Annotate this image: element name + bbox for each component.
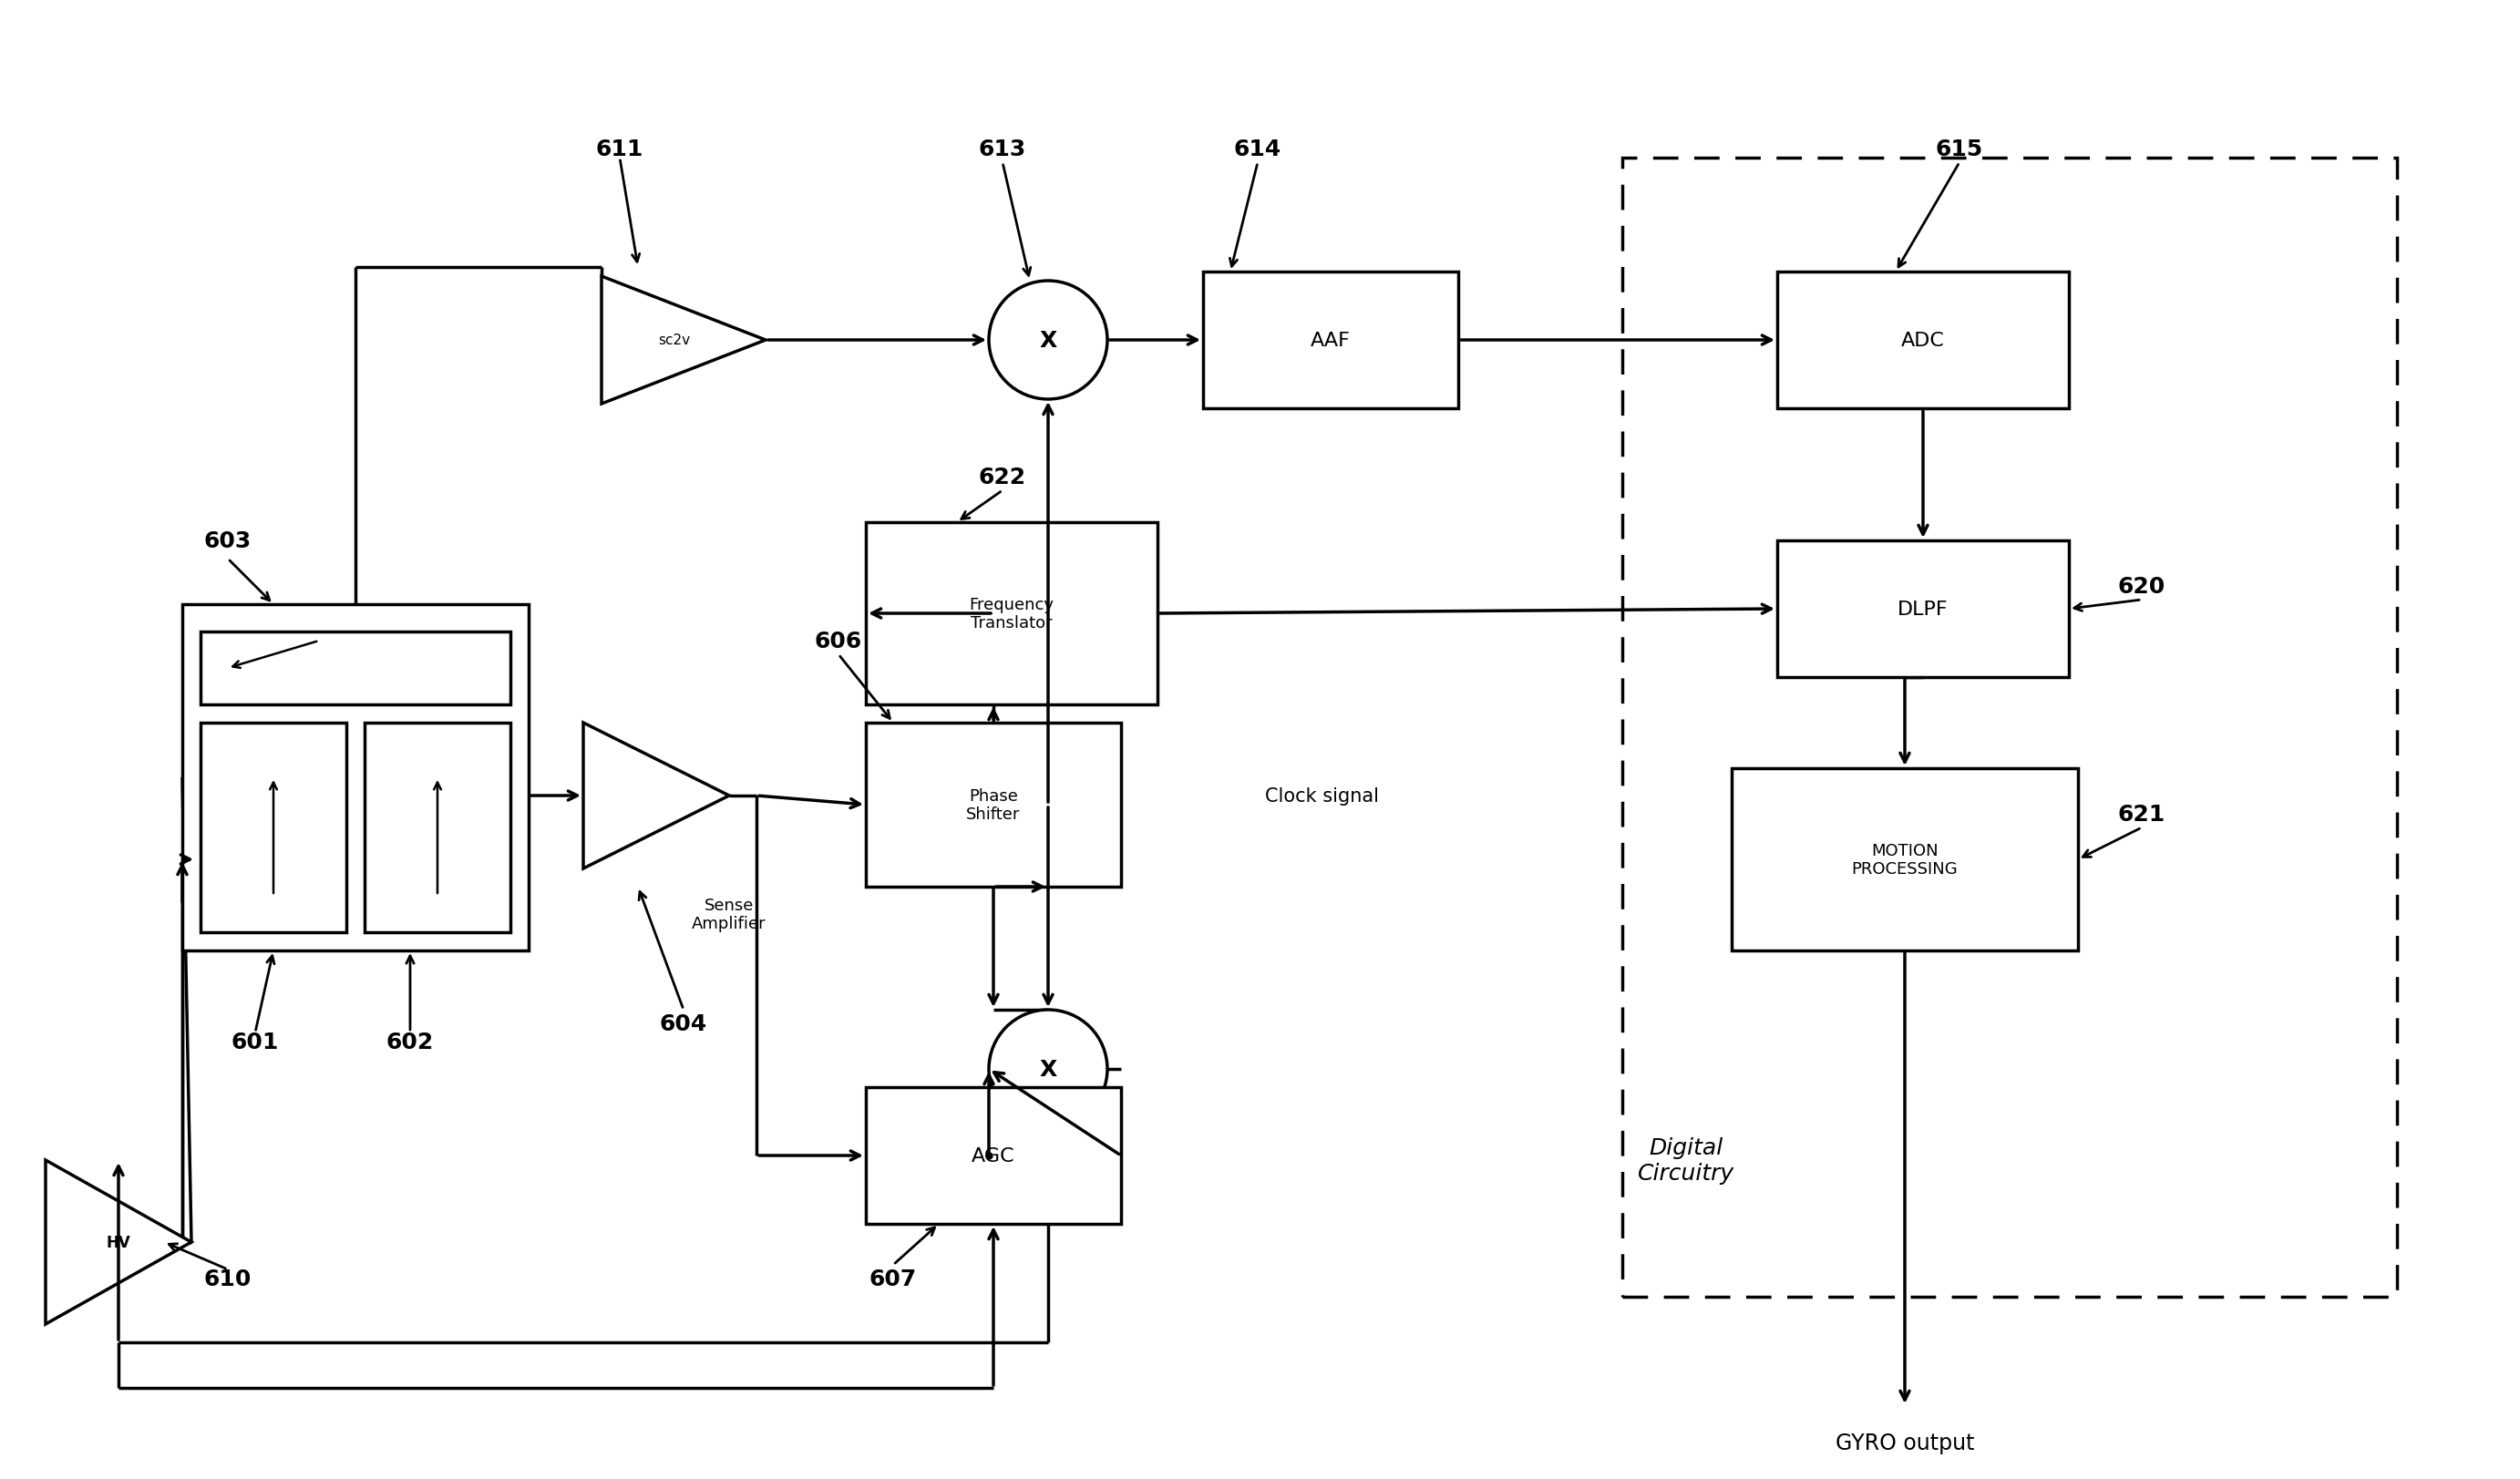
Text: Frequency
Translator: Frequency Translator (970, 596, 1053, 632)
Text: 601: 601 (232, 1031, 280, 1053)
Bar (202, 632, 512, 705)
Bar (1777, 272, 2069, 408)
Bar (867, 723, 1121, 887)
Text: 615: 615 (1935, 139, 1983, 160)
Polygon shape (602, 277, 766, 404)
Text: 611: 611 (595, 139, 643, 160)
Bar (867, 1087, 1121, 1225)
Bar (1731, 769, 2079, 951)
Text: 603: 603 (204, 529, 252, 552)
Text: 610: 610 (204, 1268, 252, 1290)
Text: DLPF: DLPF (1898, 600, 1948, 618)
Text: 613: 613 (978, 139, 1026, 160)
Text: 620: 620 (2117, 575, 2165, 598)
Text: AAF: AAF (1310, 331, 1351, 349)
Bar (365, 723, 512, 933)
Text: 614: 614 (1235, 139, 1283, 160)
Polygon shape (582, 723, 728, 868)
Bar (202, 723, 345, 933)
Circle shape (988, 281, 1106, 399)
Text: AGC: AGC (973, 1146, 1016, 1165)
Text: 606: 606 (814, 630, 862, 652)
Text: Digital
Circuitry: Digital Circuitry (1638, 1137, 1734, 1183)
Text: 607: 607 (869, 1268, 917, 1290)
Text: X: X (1038, 330, 1056, 352)
Bar (1623, 158, 2397, 1297)
Bar (181, 605, 529, 951)
Text: MOTION
PROCESSING: MOTION PROCESSING (1852, 842, 1958, 877)
Text: HV: HV (106, 1233, 131, 1250)
Text: X: X (1038, 1059, 1056, 1080)
Text: Sense
Amplifier: Sense Amplifier (693, 896, 766, 932)
Bar (867, 522, 1157, 705)
Text: GYRO output: GYRO output (1835, 1432, 1973, 1454)
Text: ADC: ADC (1900, 331, 1945, 349)
Text: Clock signal: Clock signal (1265, 787, 1378, 805)
Bar (1202, 272, 1459, 408)
Text: 621: 621 (2117, 803, 2165, 825)
Text: sc2v: sc2v (658, 334, 690, 348)
Bar (1777, 541, 2069, 677)
Text: 602: 602 (386, 1031, 433, 1053)
Polygon shape (45, 1160, 192, 1324)
Text: Phase
Shifter: Phase Shifter (965, 787, 1021, 822)
Text: 604: 604 (660, 1013, 708, 1035)
Text: 622: 622 (978, 466, 1026, 488)
Circle shape (988, 1010, 1106, 1128)
